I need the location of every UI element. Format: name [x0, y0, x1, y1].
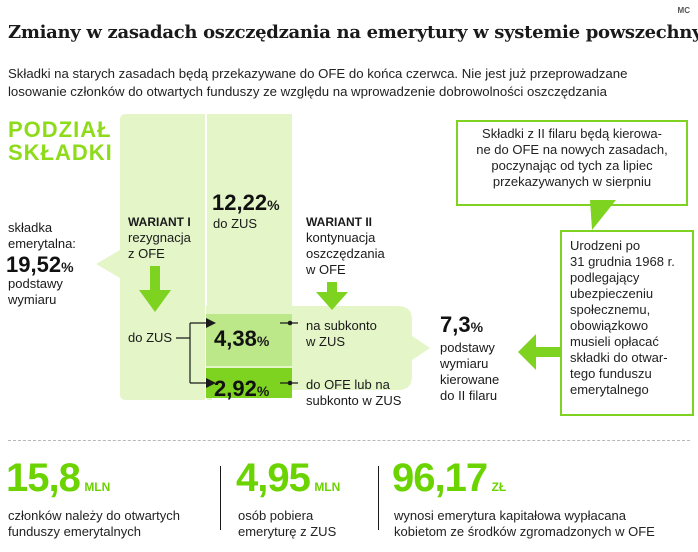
- mid-share-label-1: na subkonto: [306, 318, 377, 333]
- zus-share-number: 12,22: [212, 190, 268, 215]
- stat-members-value: 15,8: [6, 456, 81, 500]
- stat-retirees-desc: osób pobiera emeryturę z ZUS: [238, 508, 336, 540]
- note-top-line-3: poczynając od tych za lipiec: [491, 158, 653, 173]
- note-top-line-2: ne do OFE na nowych zasadach,: [476, 142, 668, 157]
- contribution-number: 19,52: [6, 252, 62, 277]
- variant-1-title: WARIANT I: [128, 215, 191, 229]
- stat-members-line-2: funduszy emerytalnych: [8, 524, 141, 539]
- contribution-label: składka emerytalna:: [8, 220, 76, 252]
- stat-members-line-1: członków należy do otwartych: [8, 508, 180, 523]
- publisher-mark: MC: [677, 6, 690, 15]
- note-side-line: społecznemu,: [570, 302, 651, 317]
- variant-2-line-3: w OFE: [306, 262, 346, 277]
- second-pillar-label: podstawy wymiaru kierowane do II filaru: [440, 340, 499, 404]
- stat-retirees-line-2: emeryturę z ZUS: [238, 524, 337, 539]
- stats-separator-1: [220, 466, 221, 530]
- note-side-line: podlegający: [570, 270, 640, 285]
- variant-1-line-1: rezygnacja: [128, 230, 191, 245]
- note-side-bubble: Urodzeni po 31 grudnia 1968 r. podlegają…: [560, 230, 694, 416]
- contribution-label-2: emerytalna:: [8, 236, 76, 251]
- note-side-line: obowiązkowo: [570, 318, 649, 333]
- infographic-title: Zmiany w zasadach oszczędzania na emeryt…: [8, 22, 698, 43]
- zus-share-label: do ZUS: [213, 216, 258, 231]
- stat-pension-desc: wynosi emerytura kapitałowa wypłacana ko…: [394, 508, 655, 540]
- contribution-sub-2: wymiaru: [8, 292, 57, 307]
- note-side-line: składki do otwar-: [570, 350, 668, 365]
- stat-pension-value: 96,17: [392, 456, 488, 500]
- variant-2-line-2: oszczędzania: [306, 246, 385, 261]
- low-share-label-1: do OFE lub na: [306, 377, 390, 392]
- stat-retirees-value: 4,95: [236, 456, 311, 500]
- section-header-line-1: PODZIAŁ: [8, 117, 112, 142]
- diagram-background: [96, 114, 430, 400]
- low-share-percent: %: [256, 383, 270, 399]
- second-pillar-line-2: wymiaru: [440, 356, 489, 371]
- second-pillar-line-3: kierowane: [440, 372, 500, 387]
- note-side-line: Urodzeni po: [570, 238, 641, 253]
- variant-1-line-2: z OFE: [128, 246, 165, 261]
- variant-1-arrow-icon: [139, 266, 171, 312]
- contribution-value: 19,52%: [6, 252, 74, 278]
- split-connector-dots: [287, 320, 293, 386]
- note-top-pointer: [590, 200, 616, 230]
- stat-retirees-unit: MLN: [314, 480, 341, 494]
- mid-share: 4,38%: [214, 326, 269, 352]
- mid-share-label: na subkonto w ZUS: [306, 318, 377, 350]
- note-side-line: ubezpieczeniu: [570, 286, 654, 301]
- note-top-line-1: Składki z II filaru będą kierowa-: [482, 126, 662, 141]
- second-pillar-number: 7,3: [440, 312, 471, 337]
- stat-members-unit: MLN: [84, 480, 111, 494]
- contribution-sub: podstawy wymiaru: [8, 276, 63, 308]
- note-side-line: musieli opłacać: [570, 334, 659, 349]
- mid-share-block: [206, 314, 292, 366]
- zus-column: [206, 114, 292, 304]
- variant-2-arrow-icon: [316, 282, 348, 310]
- second-pillar-pointer: [412, 336, 430, 360]
- second-pillar-line-1: podstawy: [440, 340, 495, 355]
- stat-retirees-line-1: osób pobiera: [238, 508, 314, 523]
- note-side-line: 31 grudnia 1968 r.: [570, 254, 675, 269]
- mid-share-percent: %: [256, 333, 270, 349]
- contribution-label-1: składka: [8, 220, 53, 235]
- low-share-label-2: subkonto w ZUS: [306, 393, 402, 408]
- contribution-sub-1: podstawy: [8, 276, 63, 291]
- lead-text-line-2: losowanie członków do otwartych funduszy…: [8, 84, 607, 99]
- low-share: 2,92%: [214, 376, 269, 402]
- variant-2: WARIANT II kontynuacja oszczędzania w OF…: [306, 214, 385, 278]
- section-header-line-2: SKŁADKI: [8, 140, 113, 165]
- second-pillar-value: 7,3%: [440, 312, 483, 338]
- low-share-number: 2,92: [214, 376, 257, 401]
- stats-separator-2: [378, 466, 379, 530]
- low-share-block: [206, 368, 292, 398]
- mid-share-label-2: w ZUS: [306, 334, 345, 349]
- stat-pension-unit: ZŁ: [491, 480, 507, 494]
- note-side-line: tego funduszu: [570, 366, 652, 381]
- zus-share: 12,22%: [212, 190, 280, 216]
- section-header: PODZIAŁ SKŁADKI: [8, 118, 113, 164]
- stat-members-desc: członków należy do otwartych funduszy em…: [8, 508, 180, 540]
- stats-divider: [8, 440, 690, 441]
- stat-pension-line-2: kobietom ze środków zgromadzonych w OFE: [394, 524, 655, 539]
- variant-1: WARIANT I rezygnacja z OFE: [128, 214, 191, 262]
- variant-1-target: do ZUS: [128, 330, 173, 345]
- note-top-bubble: Składki z II filaru będą kierowa- ne do …: [456, 120, 688, 206]
- mid-share-number: 4,38: [214, 326, 257, 351]
- stat-pension: 96,17 ZŁ: [392, 456, 506, 501]
- contribution-percent: %: [61, 259, 74, 275]
- stat-pension-line-1: wynosi emerytura kapitałowa wypłacana: [394, 508, 626, 523]
- note-side-line: emerytalnego: [570, 382, 649, 397]
- contribution-pointer: [96, 250, 120, 278]
- low-share-label: do OFE lub na subkonto w ZUS: [306, 377, 401, 409]
- variant-2-title: WARIANT II: [306, 215, 372, 229]
- second-pillar-line-4: do II filaru: [440, 388, 498, 403]
- lead-text-line-1: Składki na starych zasadach będą przekaz…: [8, 66, 628, 81]
- stat-retirees: 4,95 MLN: [236, 456, 340, 501]
- left-arrow-icon: [518, 334, 564, 370]
- variant-2-line-1: kontynuacja: [306, 230, 376, 245]
- note-top-line-4: przekazywanych w sierpniu: [492, 174, 652, 189]
- stat-members: 15,8 MLN: [6, 456, 110, 501]
- zus-share-percent: %: [267, 197, 280, 213]
- second-pillar-percent: %: [470, 319, 484, 335]
